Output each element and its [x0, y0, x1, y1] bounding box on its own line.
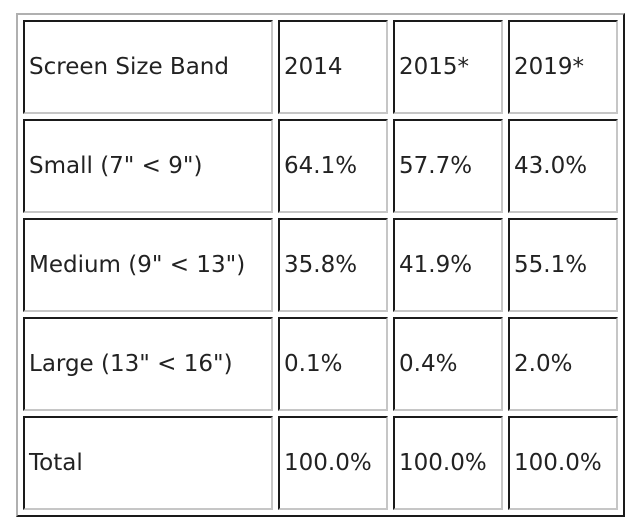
value-cell: 64.1% [278, 119, 388, 213]
screen-size-band-table: Screen Size Band 2014 2015* 2019* Small … [16, 13, 625, 517]
table-row-total: Total 100.0% 100.0% 100.0% [23, 416, 618, 510]
value-cell: 35.8% [278, 218, 388, 312]
value-cell: 100.0% [393, 416, 503, 510]
value-cell: 55.1% [508, 218, 618, 312]
row-label: Total [23, 416, 273, 510]
table-row-small: Small (7" < 9") 64.1% 57.7% 43.0% [23, 119, 618, 213]
row-label: Medium (9" < 13") [23, 218, 273, 312]
table-header-row: Screen Size Band 2014 2015* 2019* [23, 20, 618, 114]
table-row-large: Large (13" < 16") 0.1% 0.4% 2.0% [23, 317, 618, 411]
column-header-2019: 2019* [508, 20, 618, 114]
row-label: Small (7" < 9") [23, 119, 273, 213]
value-cell: 100.0% [278, 416, 388, 510]
value-cell: 0.4% [393, 317, 503, 411]
value-cell: 2.0% [508, 317, 618, 411]
column-header-2014: 2014 [278, 20, 388, 114]
value-cell: 0.1% [278, 317, 388, 411]
table-row-medium: Medium (9" < 13") 35.8% 41.9% 55.1% [23, 218, 618, 312]
value-cell: 43.0% [508, 119, 618, 213]
value-cell: 100.0% [508, 416, 618, 510]
column-header-screen-size-band: Screen Size Band [23, 20, 273, 114]
column-header-2015: 2015* [393, 20, 503, 114]
value-cell: 57.7% [393, 119, 503, 213]
page: Screen Size Band 2014 2015* 2019* Small … [16, 13, 625, 517]
value-cell: 41.9% [393, 218, 503, 312]
row-label: Large (13" < 16") [23, 317, 273, 411]
